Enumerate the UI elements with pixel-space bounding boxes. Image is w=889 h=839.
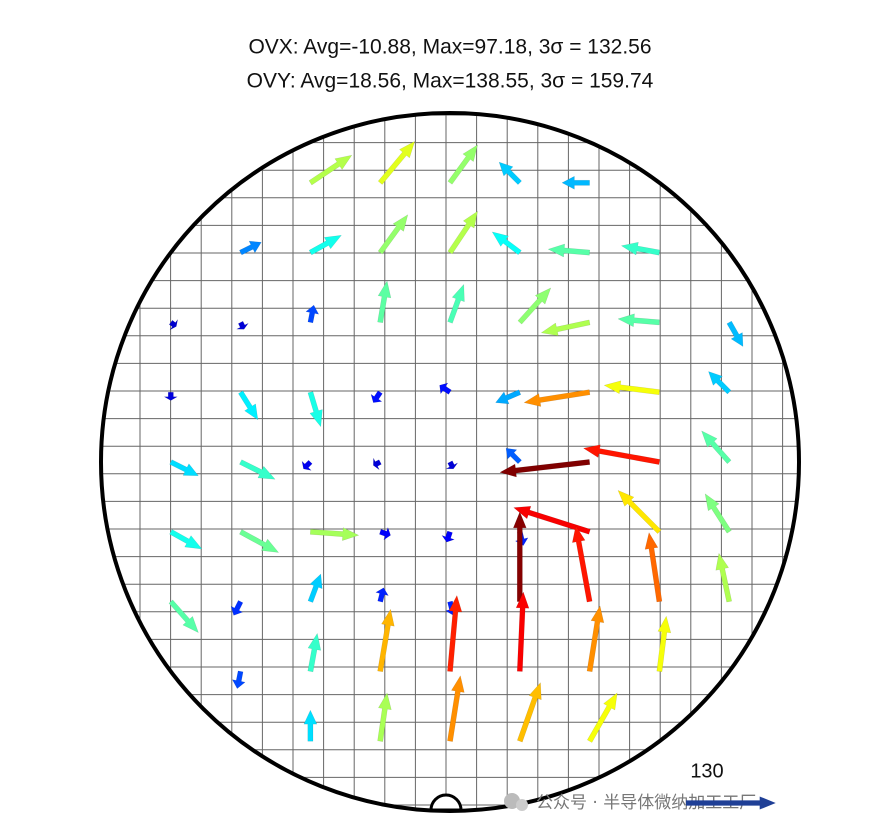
vector-arrow	[305, 304, 320, 324]
vector-arrow	[308, 234, 342, 256]
vector-arrow	[701, 430, 732, 465]
vector-arrow	[617, 489, 662, 534]
vector-arrow	[547, 243, 591, 258]
vector-arrow	[309, 527, 360, 541]
vector-arrow	[239, 529, 280, 553]
vectors	[163, 140, 744, 743]
vector-arrow	[231, 670, 246, 689]
vector-arrow	[447, 283, 465, 324]
vector-arrow	[163, 391, 179, 401]
vector-arrow	[238, 390, 259, 421]
vector-arrow	[495, 389, 522, 405]
key	[686, 796, 776, 810]
vector-arrow	[373, 457, 382, 470]
vector-arrow	[505, 447, 522, 465]
vector-arrow	[561, 175, 590, 190]
watermark-group: 公众号 · 半导体微纳加工工厂	[504, 793, 756, 813]
vector-arrow	[308, 154, 353, 186]
vector-arrow	[512, 511, 527, 602]
vector-arrow	[715, 552, 732, 603]
vector-arrow	[708, 371, 732, 395]
vector-arrow	[377, 692, 392, 742]
vector-arrow	[168, 319, 178, 331]
vector-arrow	[726, 320, 744, 347]
vector-arrow	[447, 594, 463, 672]
vector-arrow	[447, 144, 478, 185]
vector-arrow	[441, 530, 456, 543]
vector-arrow	[582, 444, 661, 465]
title-line: OVX: Avg=-10.88, Max=97.18, 3σ = 132.56	[248, 36, 651, 59]
vector-arrow	[445, 460, 458, 470]
vector-arrow	[620, 241, 661, 256]
vector-arrow	[586, 605, 605, 673]
vector-arrow	[499, 459, 591, 478]
vector-arrow	[656, 615, 672, 672]
vector-arrow	[303, 709, 318, 742]
vector-arrow	[307, 632, 322, 673]
vector-arrow	[704, 493, 732, 534]
vector-arrow	[439, 382, 452, 395]
vector-arrow	[239, 240, 262, 256]
vector-arrow	[375, 587, 389, 603]
vector-arrow	[307, 573, 323, 603]
vector-arrow	[169, 459, 199, 477]
vector-arrow	[370, 390, 383, 403]
vector-arrow	[516, 681, 542, 743]
vector-arrow	[603, 380, 660, 396]
vector-arrow	[377, 280, 392, 324]
vector-arrow	[540, 319, 591, 337]
vector-arrow	[230, 600, 244, 616]
wafer-notch	[429, 793, 463, 812]
vector-arrow	[617, 313, 660, 328]
vector-arrow	[447, 210, 478, 255]
title-line: OVY: Avg=18.56, Max=138.55, 3σ = 159.74	[247, 70, 654, 93]
vector-arrow	[307, 391, 323, 428]
key-arrow	[686, 796, 776, 810]
vector-arrow	[239, 459, 276, 480]
key-label: 130	[690, 760, 723, 782]
vector-arrow	[169, 529, 203, 550]
watermark-icon	[516, 799, 528, 811]
vector-arrow	[517, 287, 552, 325]
vector-arrow	[586, 692, 618, 743]
watermark: 公众号 · 半导体微纳加工工厂	[536, 793, 756, 813]
vector-arrow	[379, 526, 391, 541]
vector-arrow	[377, 140, 416, 185]
vector-arrow	[447, 675, 465, 742]
vector-arrow	[515, 591, 530, 672]
vector-arrow	[301, 459, 313, 471]
vector-arrow	[377, 608, 395, 673]
vector-arrow	[168, 599, 199, 634]
vector-arrow	[571, 525, 593, 603]
vector-arrow	[236, 320, 249, 330]
vector-arrow	[491, 231, 522, 256]
vector-arrow	[498, 161, 522, 185]
vector-arrow	[523, 389, 591, 407]
vector-arrow	[377, 214, 409, 255]
vector-arrow	[644, 531, 663, 603]
